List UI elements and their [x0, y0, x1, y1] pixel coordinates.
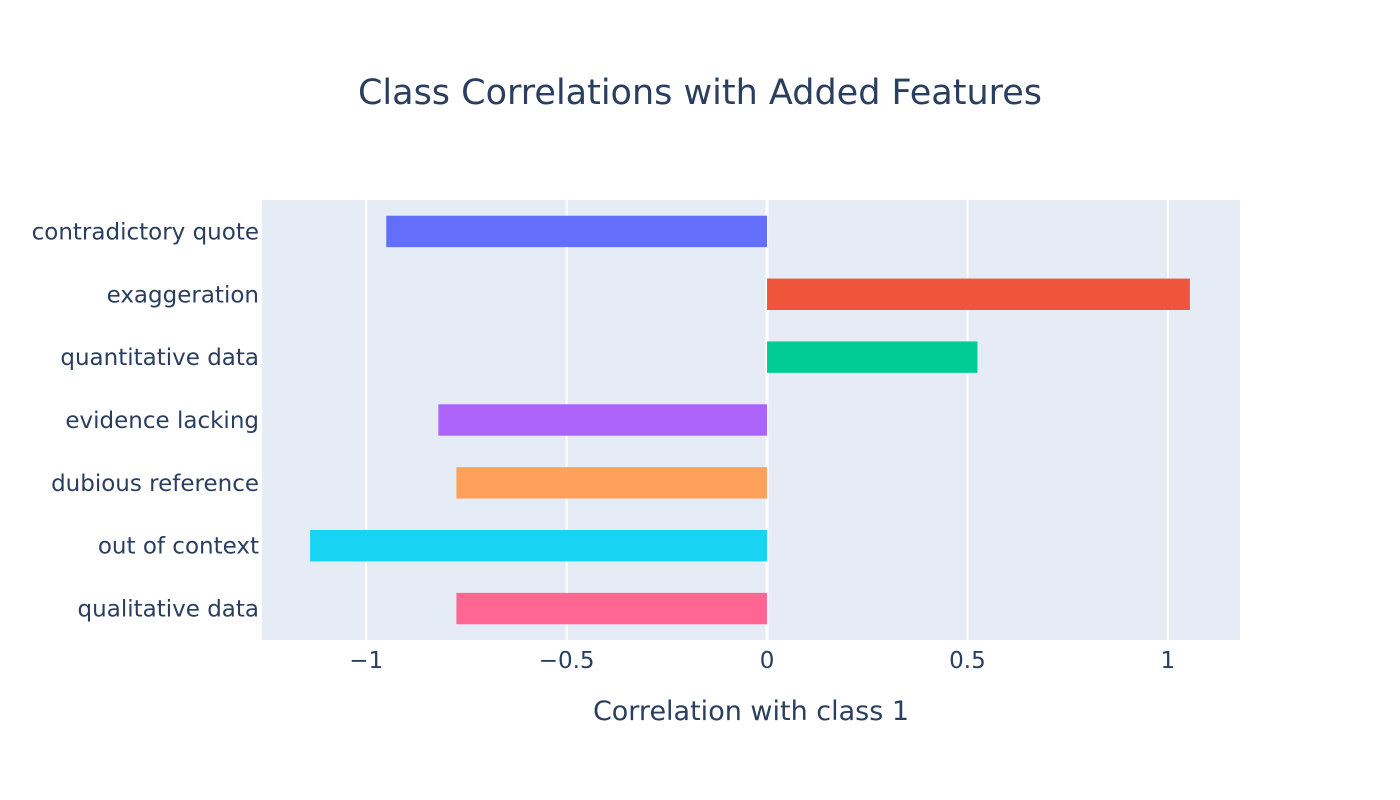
y-category-label: dubious reference	[51, 471, 259, 497]
bar-dubious-reference	[456, 467, 768, 499]
x-tick-label: −0.5	[539, 648, 595, 674]
x-tick-label: −1	[349, 648, 383, 674]
bars	[310, 215, 1190, 625]
x-axis-title: Correlation with class 1	[593, 696, 909, 727]
y-axis-categories: contradictory quote exaggeration quantitat…	[32, 219, 259, 622]
x-tick-label: 0	[760, 648, 775, 674]
y-category-label: qualitative data	[78, 597, 259, 623]
bar-out-of-context	[310, 530, 768, 562]
chart-title: Class Correlations with Added Features	[358, 73, 1042, 113]
bar-evidence-lacking	[438, 404, 768, 436]
y-category-label: evidence lacking	[65, 408, 259, 434]
x-tick-label: 0.5	[949, 648, 986, 674]
bar-exaggeration	[767, 278, 1190, 310]
y-category-label: exaggeration	[107, 282, 259, 308]
bar-quantitative-data	[767, 341, 978, 373]
y-category-label: quantitative data	[60, 345, 259, 371]
y-category-label: contradictory quote	[32, 219, 259, 245]
x-tick-label: 1	[1161, 648, 1176, 674]
bar-contradictory-quote	[386, 215, 768, 248]
x-axis-ticks: −1 −0.5 0 0.5 1	[349, 648, 1175, 674]
y-category-label: out of context	[98, 534, 259, 560]
bar-qualitative-data	[456, 592, 768, 625]
